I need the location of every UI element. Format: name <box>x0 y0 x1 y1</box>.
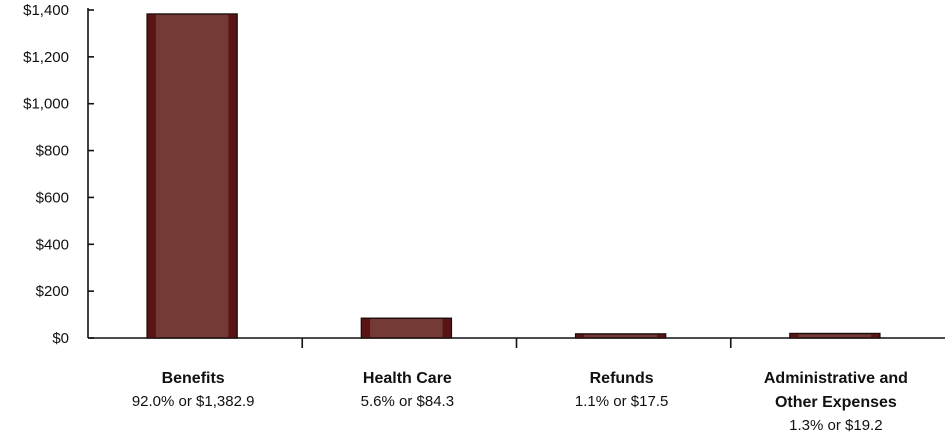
y-tick-label: $800 <box>36 143 69 160</box>
y-tick-label: $1,200 <box>23 49 69 66</box>
category-label: Benefits 92.0% or $1,382.9 <box>132 370 255 410</box>
bar <box>360 317 453 339</box>
category-name: Administrative and <box>764 370 908 387</box>
bar-edge-left <box>362 318 371 338</box>
bar-edge-left <box>790 334 799 338</box>
category-name: Health Care <box>363 370 452 387</box>
bar <box>574 333 667 339</box>
x-axis <box>88 337 945 348</box>
bar-body <box>574 333 667 339</box>
category-detail: 1.1% or $17.5 <box>575 393 668 410</box>
bar <box>789 332 881 339</box>
y-tick-label: $400 <box>36 236 69 253</box>
category-detail: 5.6% or $84.3 <box>361 393 454 410</box>
category-label: Administrative and Other Expenses 1.3% or … <box>764 370 908 434</box>
y-tick-label: $1,000 <box>23 96 69 113</box>
bar-edge-left <box>147 14 156 338</box>
category-label: Refunds 1.1% or $17.5 <box>575 370 668 410</box>
category-labels: Benefits 92.0% or $1,382.9 Health Care 5.6%… <box>132 370 908 434</box>
category-detail: 92.0% or $1,382.9 <box>132 393 255 410</box>
y-tick-label: $0 <box>52 330 69 347</box>
bar-body <box>360 317 453 339</box>
category-name: Other Expenses <box>775 394 897 411</box>
bar-edge-right <box>871 334 880 338</box>
y-axis: $0 $200 $400 $600 $800 $1,000 $1,200 $1,400 <box>23 2 94 347</box>
bar-edge-right <box>442 318 451 338</box>
category-name: Benefits <box>162 370 225 387</box>
category-detail: 1.3% or $19.2 <box>789 417 882 434</box>
bar-edge-right <box>228 14 237 338</box>
bars <box>146 13 881 339</box>
y-tick-label: $1,400 <box>23 2 69 19</box>
category-label: Health Care 5.6% or $84.3 <box>361 370 454 410</box>
bar-body <box>789 332 881 339</box>
category-name: Refunds <box>590 370 654 387</box>
bar-edge-left <box>576 334 585 338</box>
y-tick-label: $200 <box>36 283 69 300</box>
bar <box>146 13 238 339</box>
bar-body <box>146 13 238 339</box>
y-tick-label: $600 <box>36 189 69 206</box>
bar-edge-right <box>656 334 665 338</box>
